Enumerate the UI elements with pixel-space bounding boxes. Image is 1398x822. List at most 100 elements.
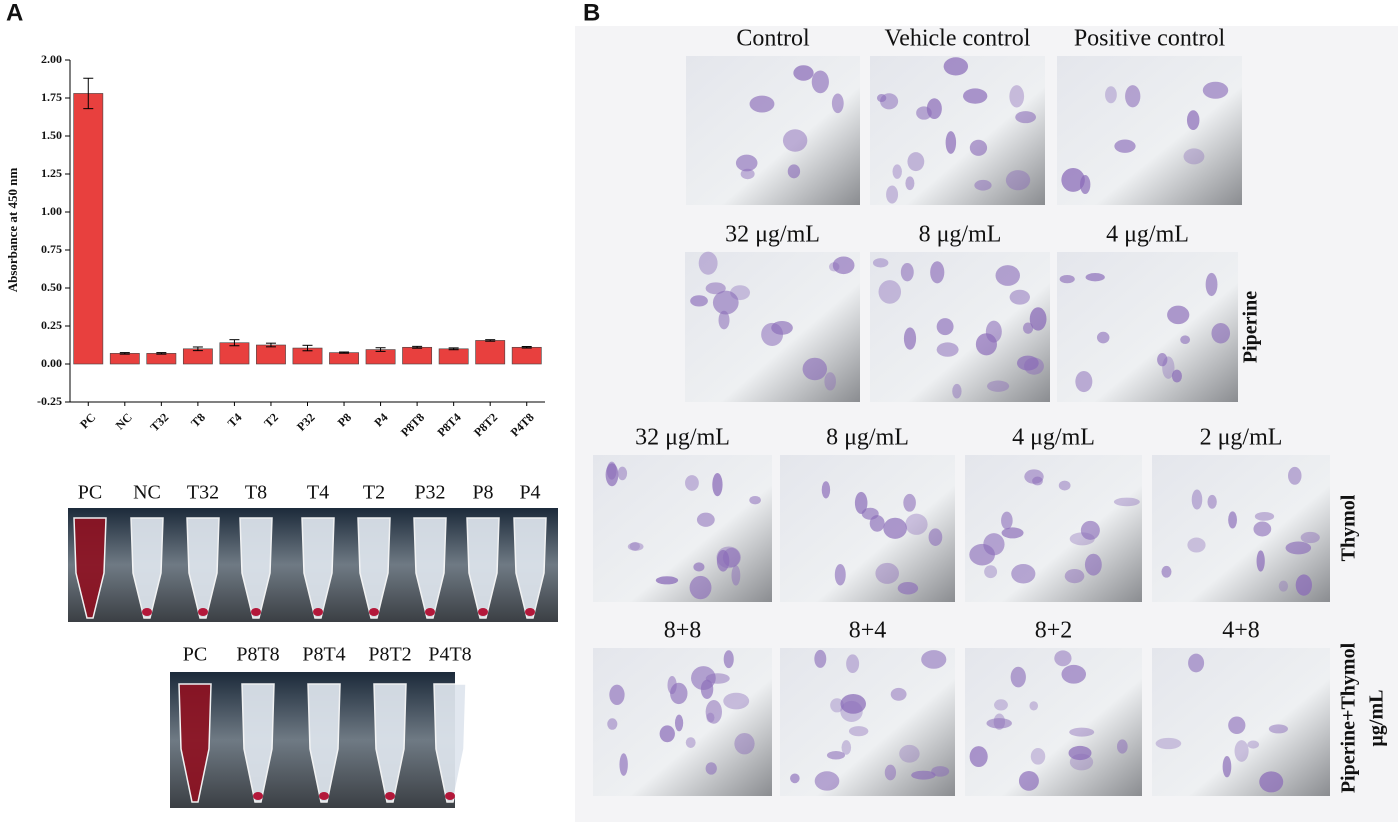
micrograph-label: 4+8 <box>1222 618 1260 644</box>
cell <box>1211 322 1231 344</box>
cell <box>1247 740 1260 749</box>
cell <box>1295 574 1313 596</box>
micrograph <box>870 252 1050 402</box>
cell <box>1016 355 1039 371</box>
bar <box>438 348 469 365</box>
cell <box>802 357 828 381</box>
cell <box>1268 724 1288 734</box>
x-tick-label: T8 <box>188 410 208 430</box>
cell <box>878 280 902 304</box>
cell <box>712 290 739 315</box>
y-tick-label: 1.75 <box>41 90 62 104</box>
cell <box>1183 148 1205 165</box>
cell <box>734 732 755 755</box>
bar <box>146 353 177 365</box>
cell <box>883 517 907 539</box>
cell <box>952 383 962 399</box>
cell <box>730 285 751 301</box>
x-tick-label: T4 <box>225 410 245 430</box>
tube <box>186 517 220 619</box>
cell <box>1253 521 1272 537</box>
micrograph-label: 4 μg/mL <box>1106 222 1189 248</box>
cell <box>930 261 945 284</box>
cell <box>1180 335 1191 345</box>
micrograph-label: 4 μg/mL <box>1012 425 1095 451</box>
bar <box>475 340 506 365</box>
cell <box>899 744 920 763</box>
bar <box>402 346 433 365</box>
bar <box>73 93 104 365</box>
x-tick-label: NC <box>113 410 135 432</box>
tube <box>513 517 547 619</box>
y-tick-label: 0.00 <box>41 356 62 370</box>
cell <box>890 687 907 701</box>
cell <box>814 771 840 791</box>
cell <box>718 310 730 330</box>
cell <box>926 98 942 120</box>
tube <box>130 517 164 619</box>
cell <box>875 562 900 584</box>
cell <box>826 751 846 760</box>
cell <box>609 684 625 705</box>
cell <box>1205 272 1218 297</box>
cell <box>1167 305 1190 325</box>
cell <box>771 320 793 335</box>
cell <box>824 372 836 391</box>
cell <box>928 528 943 546</box>
row-side-label: Thymol <box>1338 494 1360 561</box>
cell <box>696 512 715 527</box>
cell <box>1187 537 1206 553</box>
cell <box>834 563 846 586</box>
cell <box>974 179 992 191</box>
tube-label: P8T2 <box>368 644 411 666</box>
x-tick-label: T32 <box>147 410 171 434</box>
cell <box>861 507 879 520</box>
cell <box>655 576 679 585</box>
bar <box>109 353 140 365</box>
cell <box>1300 531 1320 544</box>
cell <box>969 543 995 566</box>
x-tick-label: P32 <box>294 410 318 434</box>
micrograph-label: 8+2 <box>1035 618 1073 644</box>
tube-label: P4T8 <box>428 644 471 666</box>
cell <box>848 726 869 737</box>
cell <box>897 581 919 595</box>
cell <box>1075 370 1093 393</box>
x-tick-label: P8T2 <box>471 410 500 439</box>
tube-label: PC <box>183 644 207 666</box>
cell <box>700 679 714 700</box>
cell <box>876 94 887 103</box>
cell <box>667 675 677 695</box>
bar <box>256 344 286 365</box>
tube-label: P8 <box>472 482 493 504</box>
cell <box>617 466 628 481</box>
cell <box>854 491 868 515</box>
cell <box>740 168 755 180</box>
pellet <box>319 792 329 800</box>
row-side-label: Piperine+Thymol <box>1338 642 1360 793</box>
row-side-label: Piperine <box>1240 291 1262 363</box>
y-tick-label: 1.25 <box>41 166 62 180</box>
cell <box>706 712 715 723</box>
cell <box>969 746 988 768</box>
cell <box>1171 369 1182 383</box>
tube <box>301 517 335 619</box>
cell <box>1222 755 1232 778</box>
cell <box>685 475 699 491</box>
cell <box>830 698 844 713</box>
micrograph-label: 32 μg/mL <box>725 222 820 248</box>
cell <box>903 493 916 512</box>
cell <box>606 461 617 480</box>
cell <box>790 773 800 784</box>
micrograph-label: Control <box>736 26 810 52</box>
cell <box>1024 469 1044 484</box>
cell <box>723 650 734 669</box>
cell <box>1228 716 1246 735</box>
cell <box>831 93 844 114</box>
x-tick-label: P8T8 <box>398 410 427 439</box>
cell <box>1157 352 1168 367</box>
x-tick-label: PC <box>77 410 98 431</box>
cell <box>945 131 957 154</box>
tube <box>357 517 391 619</box>
cell <box>1288 466 1302 485</box>
